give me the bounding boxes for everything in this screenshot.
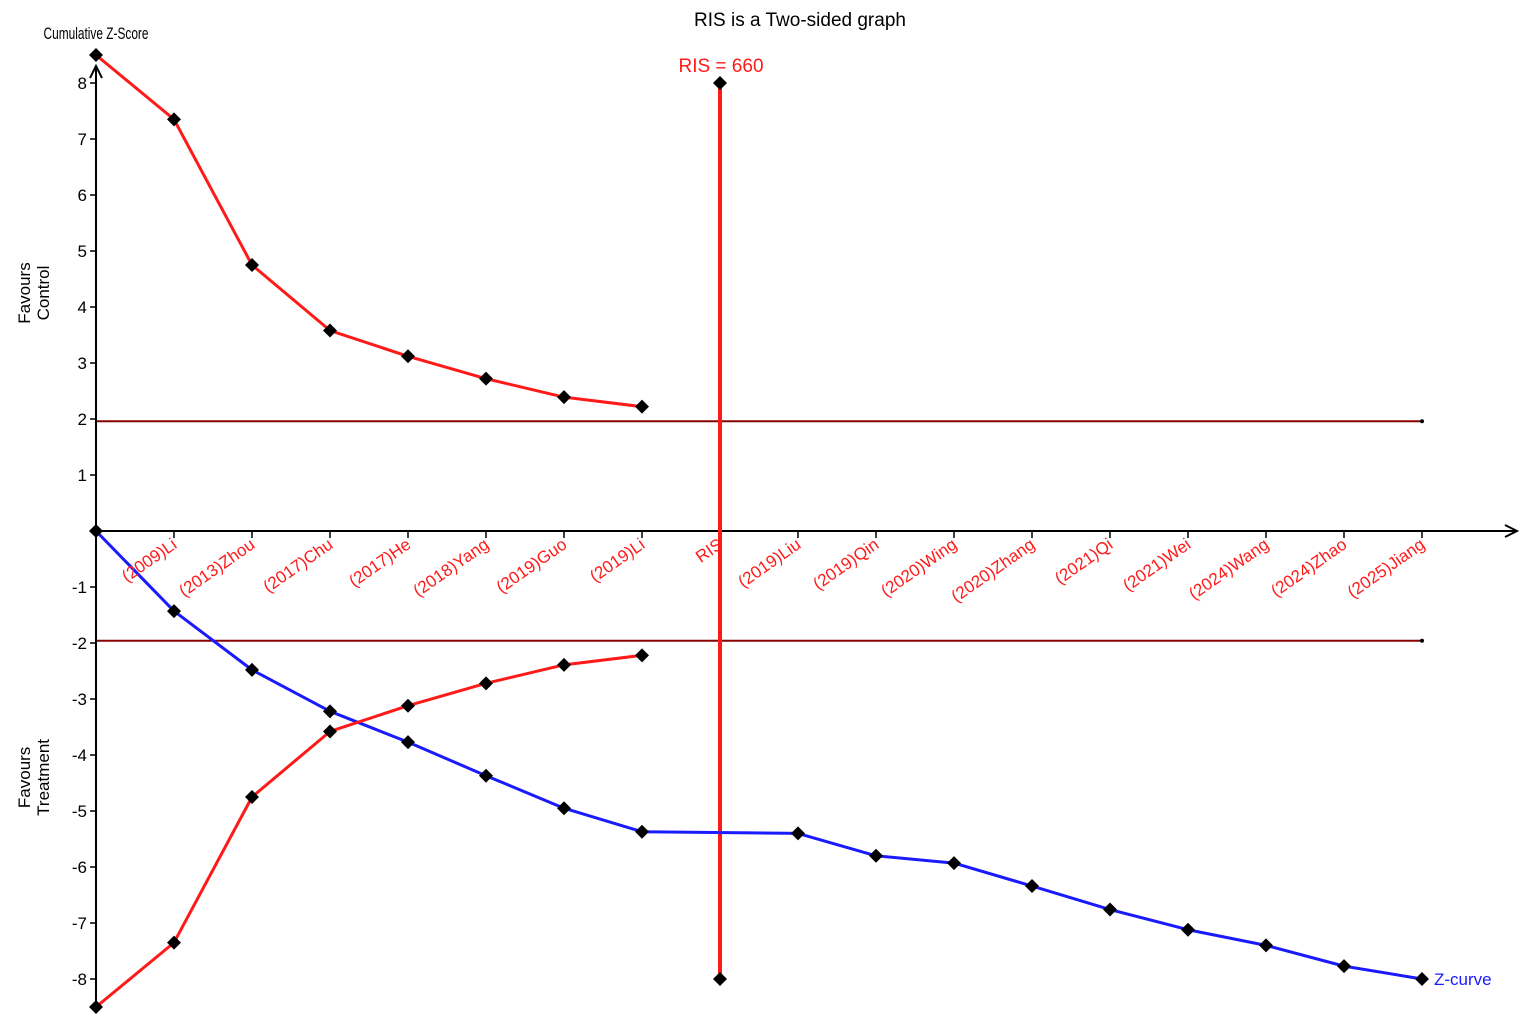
upper-boundary-point-4 — [401, 349, 415, 364]
threshold-end-dot-0 — [1420, 419, 1424, 424]
lower-boundary-point-6 — [557, 657, 571, 672]
x-tick-label-9: (2019)Qin — [809, 535, 882, 594]
z-curve-point-3 — [323, 704, 337, 719]
x-tick-label-5: (2019)Guo — [493, 535, 570, 597]
upper-boundary-point-2 — [245, 258, 259, 272]
y-label-favours-treatment: FavoursTreatment — [15, 739, 53, 816]
y-tick-label-5: 5 — [78, 242, 87, 261]
x-tick-label-16: (2025)Jiang — [1344, 535, 1428, 602]
y-tick-label--1: -1 — [72, 578, 87, 597]
x-tick-label-1: (2013)Zhou — [175, 535, 258, 601]
x-tick-label-12: (2021)Qi — [1051, 535, 1116, 589]
lower-boundary-point-3 — [323, 724, 337, 739]
x-tick-label-0: (2009)Li — [118, 535, 180, 586]
y-tick-label--2: -2 — [72, 634, 87, 653]
y-tick-label--8: -8 — [72, 970, 87, 989]
threshold-end-dot-1 — [1420, 638, 1424, 643]
x-tick-label-3: (2017)He — [345, 535, 414, 591]
x-tick-label-2: (2017)Chu — [260, 535, 337, 597]
upper-boundary-point-3 — [323, 323, 337, 338]
y-tick-label-3: 3 — [78, 354, 87, 373]
y-tick-label-7: 7 — [78, 130, 87, 149]
z-curve-point-16 — [1415, 972, 1429, 986]
x-tick-label-11: (2020)Zhang — [948, 535, 1039, 606]
chart-title: RIS is a Two-sided graph — [694, 10, 906, 31]
upper-boundary-point-1 — [167, 112, 181, 127]
lower-boundary-point-0 — [89, 1000, 103, 1014]
x-axis-arrow — [1504, 524, 1520, 538]
y-axis-arrow — [89, 63, 103, 79]
z-curve-point-8 — [791, 826, 805, 841]
x-tick-label-14: (2024)Wang — [1185, 535, 1272, 604]
y-tick-label--7: -7 — [72, 914, 87, 933]
z-curve-point-7 — [635, 824, 649, 839]
upper-boundary-point-7 — [635, 399, 649, 414]
upper-boundary-line — [95, 53, 643, 409]
upper-boundary-point-5 — [479, 371, 493, 386]
z-curve-point-10 — [947, 856, 961, 871]
y-tick-label-2: 2 — [78, 410, 87, 429]
x-tick-label-13: (2021)Wei — [1119, 535, 1194, 595]
axis-layer: -8 -7 -6 -5 -4 -3 -2 -1 1 2 3 4 5 6 7 8 — [72, 63, 1520, 1007]
z-curve-point-6 — [557, 801, 571, 816]
y-tick-label-8: 8 — [78, 74, 87, 93]
ris-end-marker-1 — [713, 972, 727, 986]
z-curve-point-15 — [1337, 959, 1351, 974]
ris-label: RIS = 660 — [678, 56, 763, 77]
z-curve-point-1 — [167, 604, 181, 619]
z-curve-point-13 — [1181, 922, 1195, 937]
z-curve-point-5 — [479, 768, 493, 783]
z-curve-point-9 — [869, 848, 883, 863]
z-curve-point-12 — [1103, 902, 1117, 917]
z-curve-point-0 — [89, 524, 103, 538]
x-tick-label-15: (2024)Zhao — [1267, 535, 1350, 601]
ris-end-marker-0 — [713, 76, 727, 90]
x-tick-label-8: (2019)Liu — [735, 535, 805, 592]
threshold-layer — [96, 419, 1424, 643]
y-tick-label-1: 1 — [78, 466, 87, 485]
upper-boundary-point-6 — [557, 390, 571, 405]
legend-zcurve: Z-curve — [1434, 970, 1492, 989]
x-tick-label-6: (2019)Li — [586, 535, 648, 586]
upper-boundary-point-0 — [89, 48, 103, 62]
lower-boundary-point-7 — [635, 648, 649, 663]
lower-boundary-point-2 — [245, 790, 259, 804]
y-tick-label-4: 4 — [78, 298, 87, 317]
lower-boundary-point-4 — [401, 698, 415, 713]
y-tick-label-6: 6 — [78, 186, 87, 205]
x-tick-label-4: (2018)Yang — [410, 535, 493, 601]
y-tick-label--6: -6 — [72, 858, 87, 877]
z-curve-point-11 — [1025, 879, 1039, 894]
z-curve-point-4 — [401, 735, 415, 750]
lower-boundary-point-1 — [167, 935, 181, 950]
lower-boundary-point-5 — [479, 676, 493, 691]
y-tick-label--5: -5 — [72, 802, 87, 821]
series-layer — [89, 48, 1429, 1014]
y-axis-title-line1: Cumulative Z-Score — [44, 24, 149, 43]
y-tick-label--4: -4 — [72, 746, 87, 765]
z-curve-point-2 — [245, 662, 259, 677]
y-tick-label--3: -3 — [72, 690, 87, 709]
lower-boundary-line — [95, 653, 643, 1009]
z-curve-point-14 — [1259, 938, 1273, 953]
z-curve-line — [94, 529, 1423, 981]
y-label-favours-control: FavoursControl — [15, 262, 53, 323]
